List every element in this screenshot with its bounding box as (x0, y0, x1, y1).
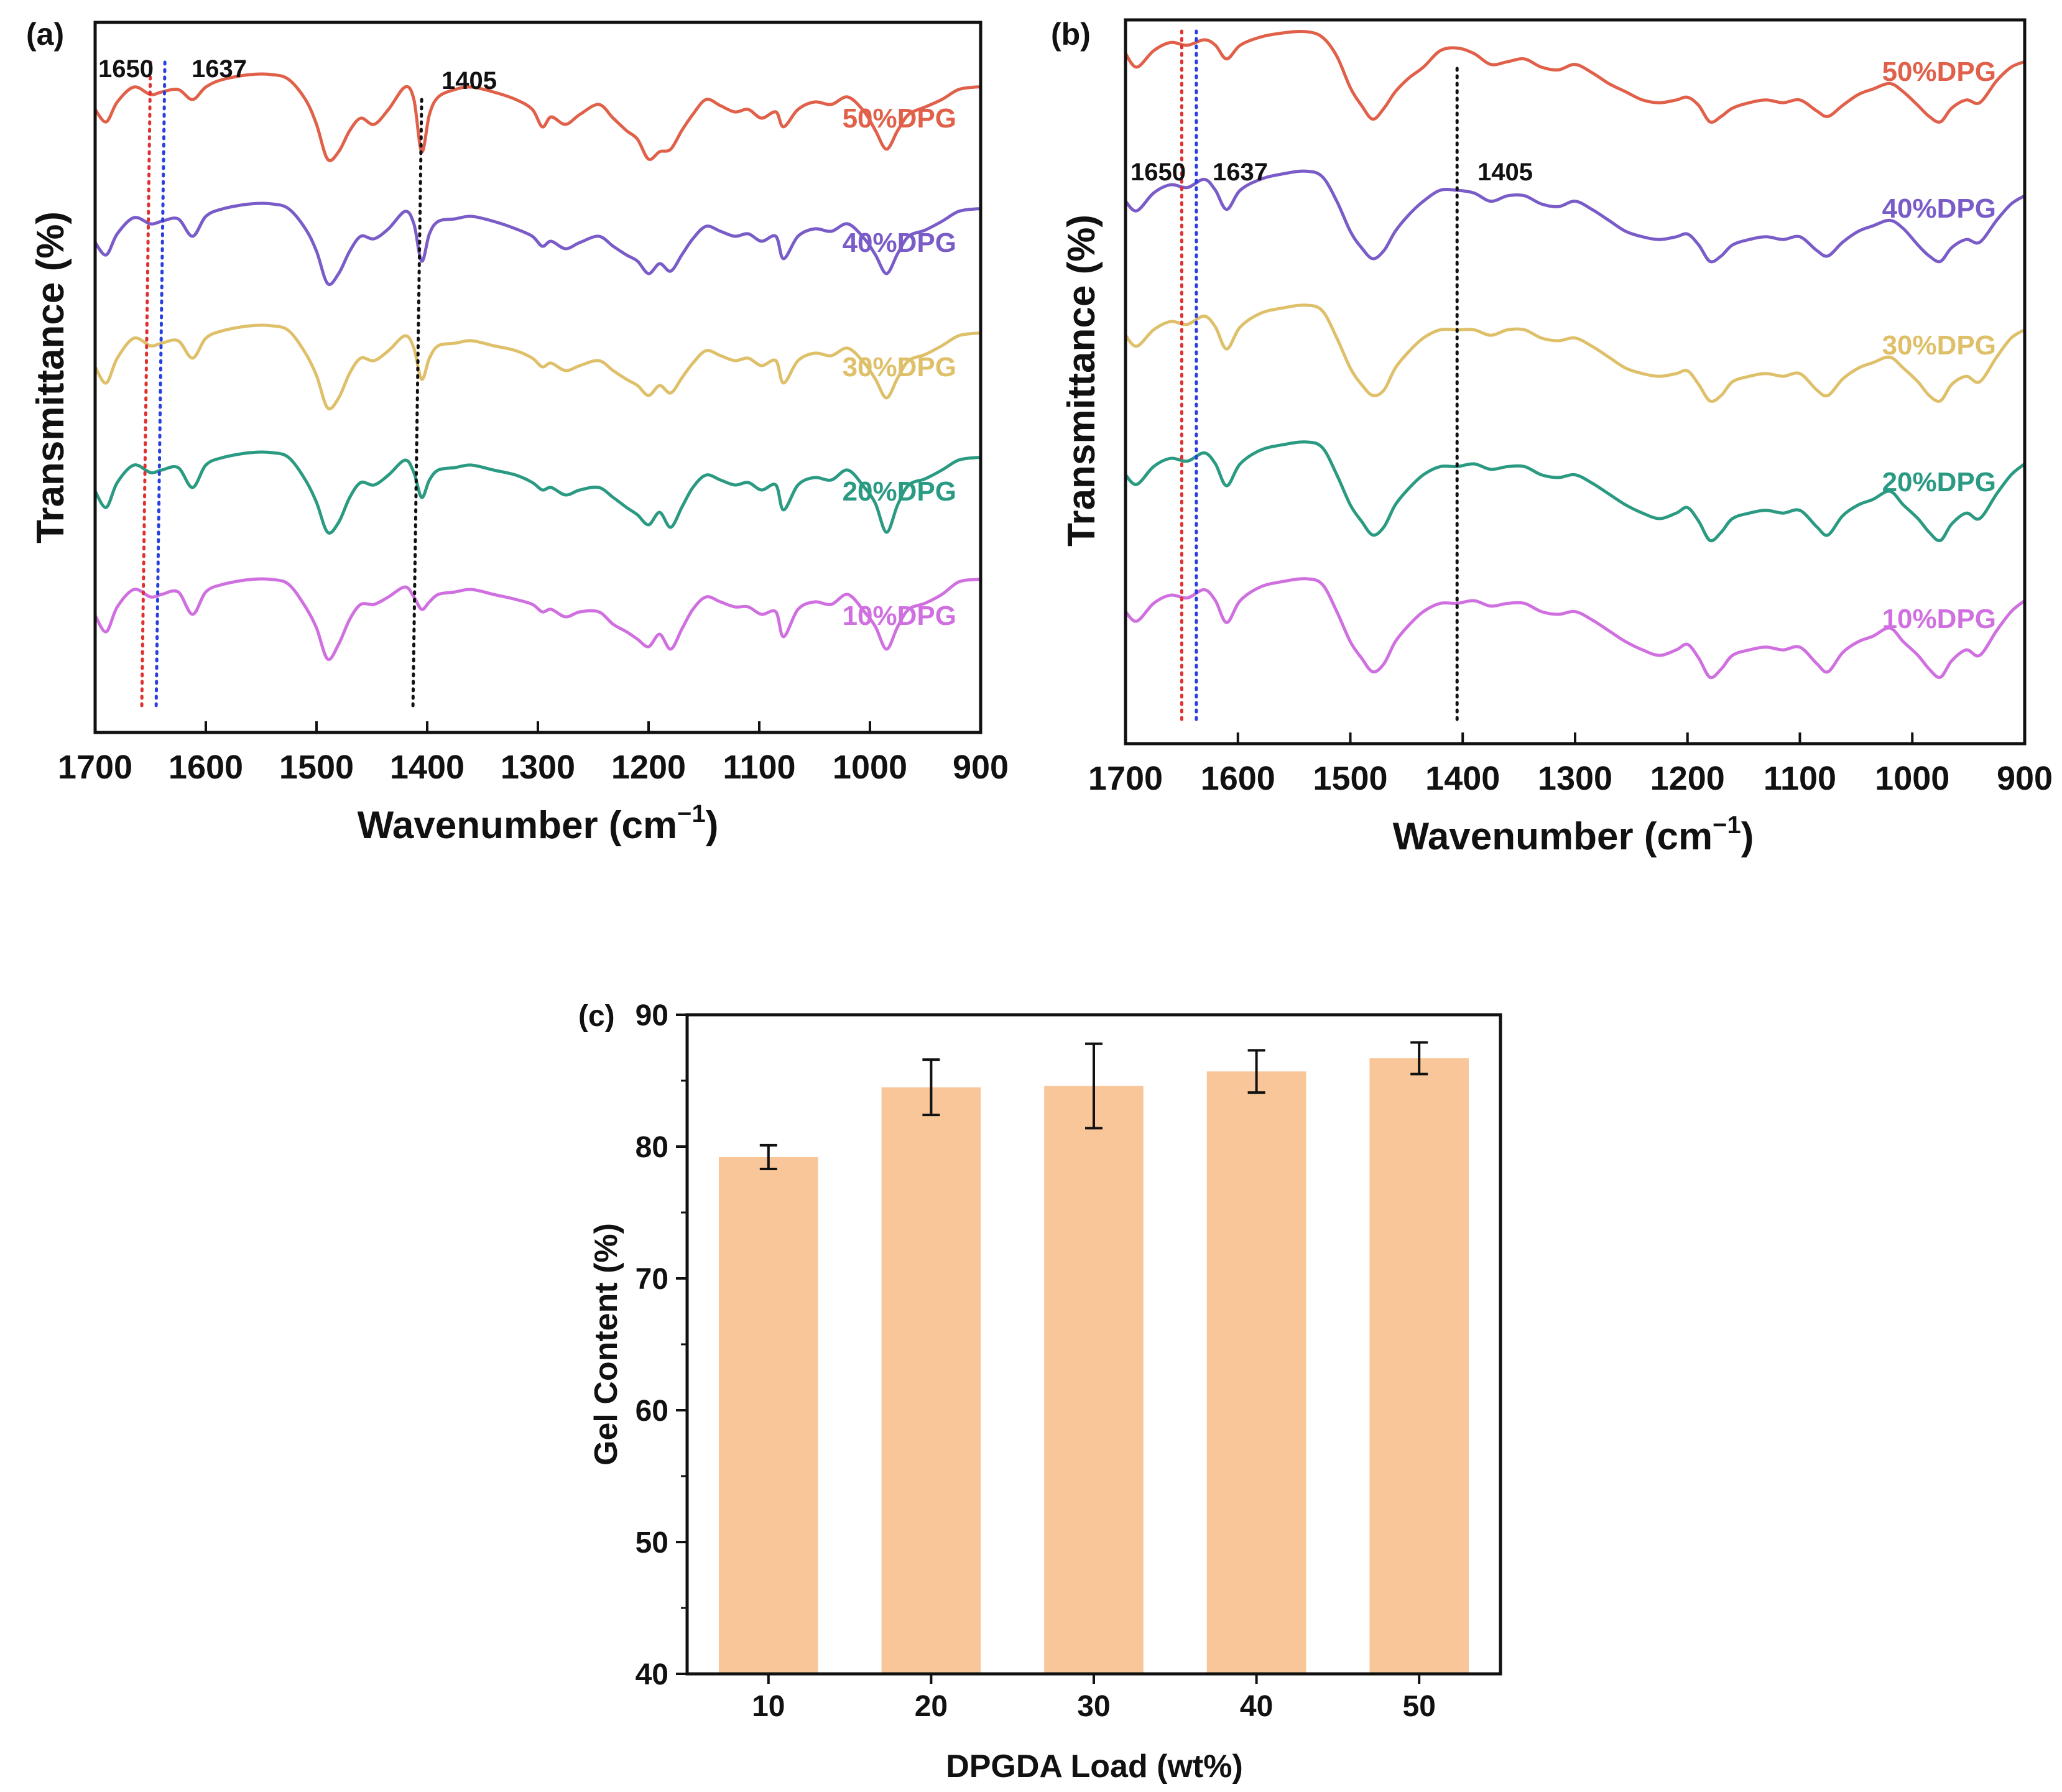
panel-c-error-bar-30 (1085, 1042, 1103, 1130)
panel-c-bar-20 (881, 1087, 981, 1674)
panel-b-series-label: 30%DPG (1882, 330, 1996, 361)
panel-a-ref-line-1637 (154, 60, 167, 708)
panel-b-series-labels: 50%DPG 40%DPG 30%DPG 20%DPG 10%DPG (1882, 57, 1996, 634)
panel-a-x-tick-label: 1400 (390, 749, 465, 786)
panel-a-x-tick-label: 1600 (169, 749, 243, 786)
panel-a-x-tick-label: 900 (953, 749, 1009, 786)
panel-c-y-tick-label: 90 (636, 999, 668, 1032)
panel-c-bar-10 (719, 1157, 818, 1674)
panel-b-x-tick-label: 1000 (1875, 760, 1949, 797)
panel-c-y-tick-label: 50 (636, 1526, 668, 1559)
panel-c-x-tick-label: 40 (1240, 1690, 1273, 1723)
panel-a-curves (93, 72, 981, 662)
panel-c-y-ticks: 40 50 60 70 80 90 (636, 999, 687, 1691)
panel-c-y-tick-label: 60 (636, 1395, 668, 1428)
panel-b-x-axis-label: Wavenumber (cm−1) (1393, 811, 1754, 858)
panel-b-series-label: 10%DPG (1882, 604, 1996, 634)
panel-c-bars (719, 1058, 1469, 1674)
panel-a-series-10%DPG (93, 577, 981, 662)
panel-c-error-bar-10 (759, 1143, 777, 1171)
panel-b-reference-lines (1180, 29, 1459, 723)
panel-a-x-tick-label: 1300 (501, 749, 575, 786)
panel-a-series-20%DPG (93, 450, 981, 535)
panel-b-series-label: 50%DPG (1882, 57, 1996, 87)
panel-c-x-tick-label: 10 (752, 1690, 785, 1723)
panel-c-y-axis-label: Gel Content (%) (588, 1223, 624, 1466)
panel-b-x-tick-label: 1500 (1313, 760, 1387, 797)
panel-a-series-40%DPG (93, 201, 981, 286)
panel-b-plot-frame (1124, 18, 2027, 746)
panel-b-x-tick-label: 1600 (1201, 760, 1275, 797)
panel-b-series-label: 20%DPG (1882, 467, 1996, 497)
panel-a-ftir-chart: (a) 1700 1600 1500 1400 1300 1200 1100 1000 900 … (26, 17, 1009, 847)
panel-a-label: (a) (26, 17, 64, 52)
panel-c-y-tick-label: 40 (636, 1658, 668, 1691)
panel-a-x-tick-label: 1200 (611, 749, 686, 786)
panel-a-series-50%DPG (93, 72, 981, 162)
panel-a-series-label: 20%DPG (843, 476, 956, 507)
panel-c-gel-content-bar-chart: (c) 40 50 60 70 80 90 10 20 30 40 50 Gel Content … (578, 999, 1502, 1785)
panel-a-x-tick-label: 1100 (723, 749, 795, 786)
panel-a-ref-line-1405 (411, 98, 423, 708)
panel-c-error-bar-20 (922, 1058, 940, 1117)
panel-b-x-tick-label: 900 (1997, 760, 2053, 797)
panel-a-reference-lines (140, 60, 423, 708)
panel-b-x-tick-label: 1300 (1538, 760, 1612, 797)
panel-c-x-tick-label: 50 (1403, 1690, 1436, 1723)
panel-a-series-labels: 50%DPG 40%DPG 30%DPG 20%DPG 10%DPG (843, 103, 956, 631)
panel-a-x-axis-label: Wavenumber (cm−1) (358, 800, 719, 847)
panel-b-label: (b) (1051, 17, 1091, 52)
panel-c-label: (c) (578, 1000, 615, 1033)
panel-b-y-axis-label: Transmittance (%) (1060, 215, 1103, 547)
panel-b-series-50%DPG (1124, 29, 2025, 124)
panel-a-annotation-1637: 1637 (192, 55, 247, 83)
panel-c-x-axis-label: DPGDA Load (wt%) (946, 1748, 1243, 1785)
panel-c-x-tick-label: 30 (1077, 1690, 1110, 1723)
panel-c-bar-50 (1369, 1058, 1469, 1674)
panel-c-error-bar-40 (1247, 1049, 1265, 1094)
panel-c-error-bars (759, 1041, 1428, 1171)
panel-b-series-30%DPG (1124, 303, 2026, 403)
panel-b-series-10%DPG (1124, 577, 2026, 680)
panel-a-series-label: 40%DPG (843, 228, 956, 258)
panel-a-x-tick-label: 1500 (279, 749, 354, 786)
panel-b-annotation-1405: 1405 (1477, 159, 1533, 186)
panel-c-bar-30 (1044, 1086, 1144, 1674)
panel-c-error-bar-50 (1410, 1041, 1428, 1076)
panel-c-y-tick-label: 80 (636, 1131, 668, 1164)
panel-b-x-tick-label: 1400 (1425, 760, 1500, 797)
panel-a-annotation-1405: 1405 (442, 67, 497, 95)
panel-c-x-ticks: 10 20 30 40 50 (752, 1674, 1436, 1723)
panel-a-series-label: 50%DPG (843, 103, 956, 134)
panel-b-x-tick-label: 1200 (1650, 760, 1725, 797)
panel-b-x-tick-label: 1100 (1764, 760, 1836, 797)
panel-b-series-40%DPG (1124, 169, 2026, 264)
panel-b-ftir-chart: (b) 1700 1600 1500 1400 1300 1200 1100 1000 900 … (1051, 17, 2053, 858)
panel-a-series-label: 30%DPG (843, 352, 956, 382)
panel-a-series-label: 10%DPG (843, 601, 956, 631)
panel-b-annotation-1650: 1650 (1130, 159, 1186, 186)
panel-b-curves (1124, 29, 2026, 680)
panel-b-annotation-1637: 1637 (1213, 159, 1268, 186)
panel-c-x-tick-label: 20 (915, 1690, 948, 1723)
panel-b-x-tick-label: 1700 (1088, 760, 1163, 797)
panel-b-series-20%DPG (1124, 440, 2026, 543)
panel-c-y-tick-label: 70 (636, 1263, 668, 1296)
panel-a-x-tick-label: 1000 (833, 749, 907, 786)
panel-a-series-30%DPG (93, 323, 981, 410)
panel-a-x-tick-label: 1700 (58, 749, 132, 786)
panel-b-x-ticks: 1700 1600 1500 1400 1300 1200 1100 1000 900 (1088, 732, 2053, 797)
panel-b-series-label: 40%DPG (1882, 193, 1996, 224)
panel-a-ref-line-1650 (140, 60, 152, 708)
panel-a-x-ticks: 1700 1600 1500 1400 1300 1200 1100 1000 900 (58, 721, 1009, 786)
panel-a-y-axis-label: Transmittance (%) (29, 211, 72, 543)
panel-c-bar-40 (1206, 1071, 1306, 1674)
panel-a-annotation-1650: 1650 (98, 55, 154, 83)
